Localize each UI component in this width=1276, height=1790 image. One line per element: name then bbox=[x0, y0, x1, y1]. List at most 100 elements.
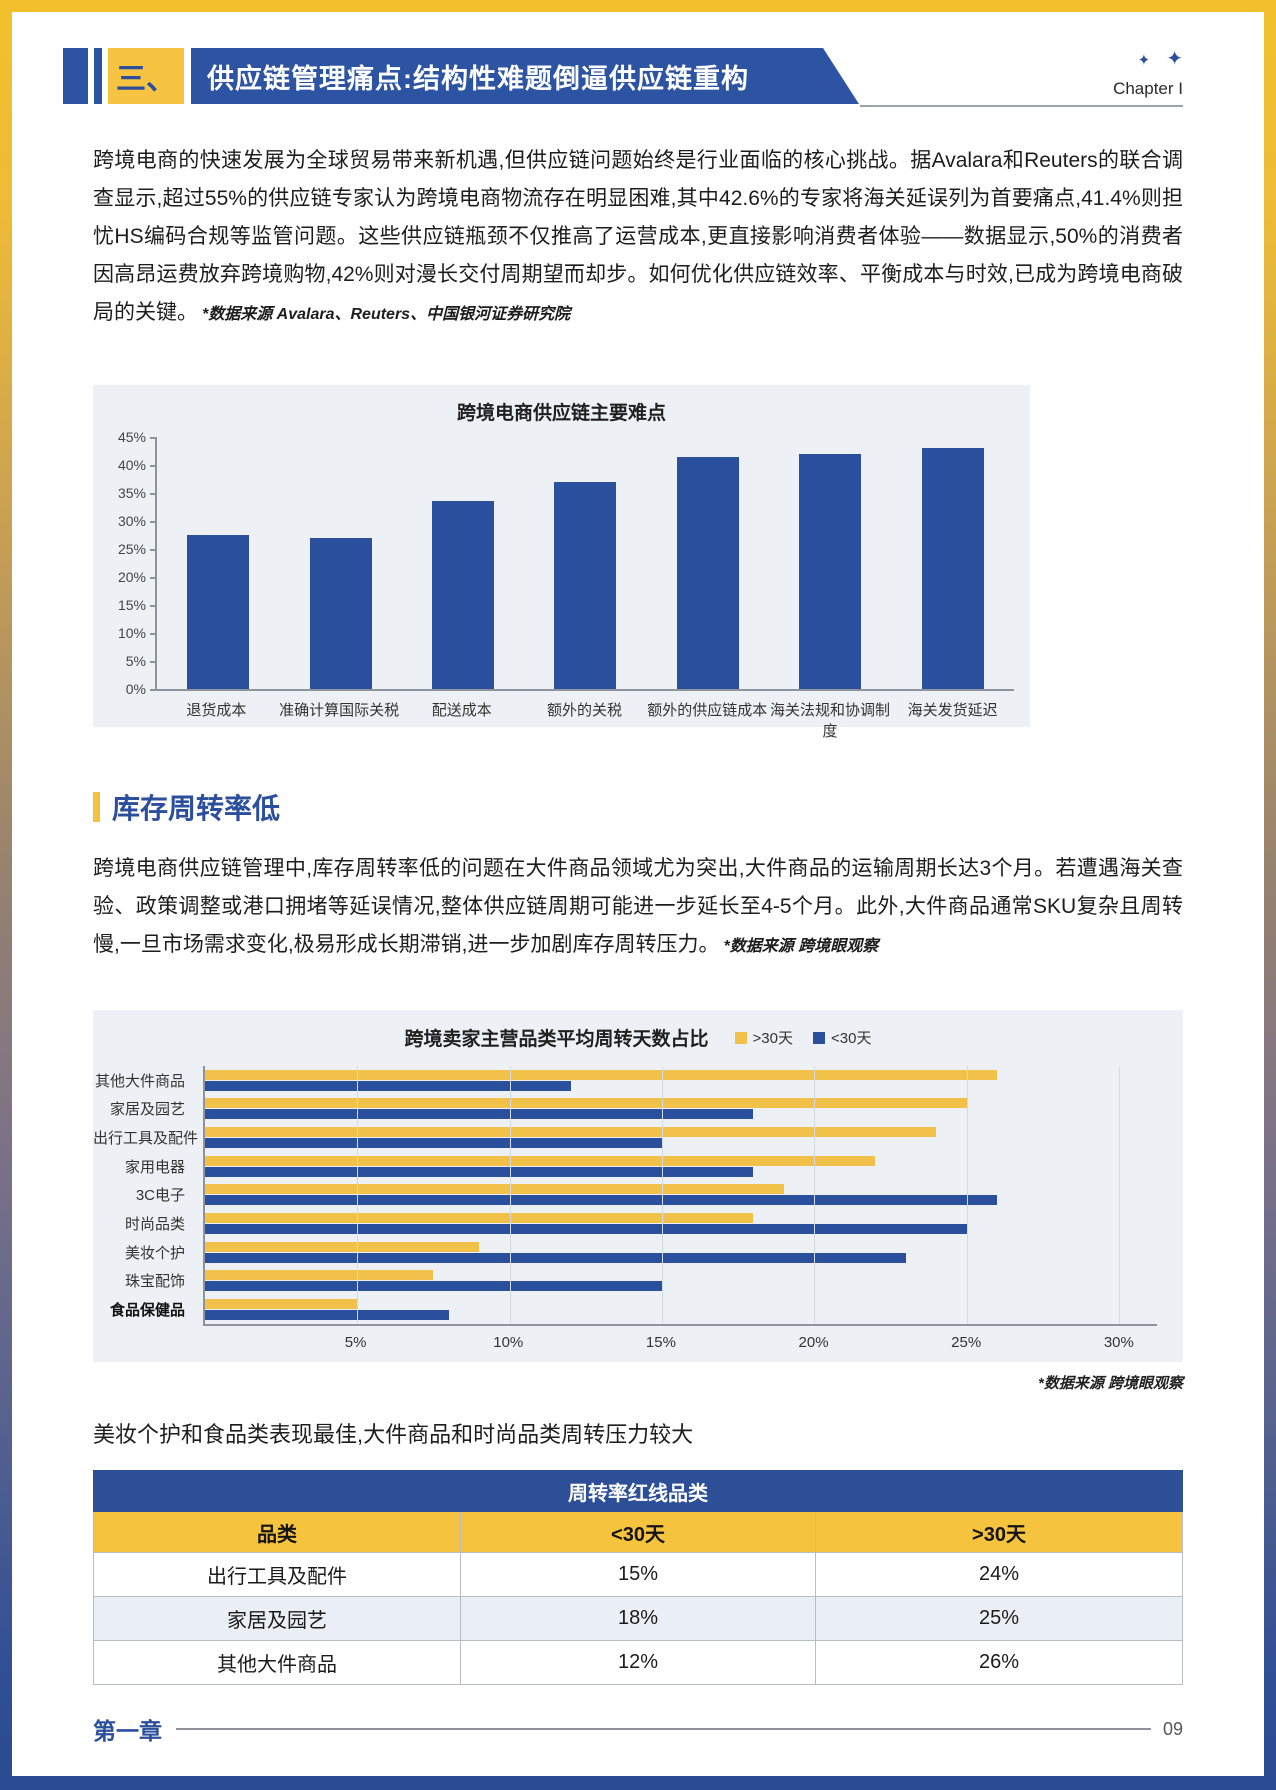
chart2-category-label: 珠宝配饰 bbox=[124, 1273, 185, 1291]
chart2-x-axis: 5% 10% 15% 20% 25% 30% bbox=[203, 1330, 1157, 1352]
chart2-gridline bbox=[661, 1066, 663, 1324]
section-heading-text: 库存周转率低 bbox=[112, 793, 281, 824]
chart1-bar bbox=[921, 448, 984, 689]
legend-item-gt30: >30天 bbox=[734, 1027, 793, 1048]
chart2-category-label: 其他大件商品 bbox=[94, 1072, 185, 1090]
chart2-bar-gt30 bbox=[205, 1155, 876, 1166]
chart1-x-label: 配送成本 bbox=[431, 702, 492, 719]
inventory-text: 跨境电商供应链管理中,库存周转率低的问题在大件商品领域尤为突出,大件商品的运输周… bbox=[93, 857, 1183, 956]
chart1-x-label: 准确计算国际关税 bbox=[279, 702, 400, 719]
chart1-y-axis: 45% 40% 35% 30% 25% 20% 15% 10% 5% 0% bbox=[109, 429, 155, 697]
chart2-bar-gt30 bbox=[205, 1270, 434, 1281]
chart2-x-tick-label: 5% bbox=[344, 1334, 367, 1351]
chart2-category-label: 家用电器 bbox=[124, 1158, 185, 1176]
chart1-y-tick-label: 35% bbox=[118, 485, 155, 501]
chart1-bar bbox=[554, 481, 617, 689]
chart1-x-label: 额外的供应链成本 bbox=[647, 702, 768, 719]
table-cell: 15% bbox=[459, 1552, 816, 1597]
page-header: 三、 供应链管理痛点:结构性难题倒逼供应链重构 bbox=[63, 48, 859, 104]
section-heading-inventory: 库存周转率低 bbox=[93, 787, 280, 827]
chart1-y-tick-label: 0% bbox=[126, 681, 155, 697]
table-header-cell: >30天 bbox=[814, 1512, 1184, 1553]
table-cell: 其他大件商品 bbox=[93, 1640, 461, 1685]
chart1-bar bbox=[309, 537, 372, 689]
chart2-bar-lt30 bbox=[205, 1109, 754, 1120]
chart2-panel: 跨境卖家主营品类平均周转天数占比 >30天 <30天 其他大件商品 家居及园艺 出行… bbox=[93, 1010, 1183, 1362]
chart2-x-tick-label: 20% bbox=[798, 1334, 829, 1351]
chart2-row bbox=[205, 1069, 1157, 1092]
chart2-category-label: 时尚品类 bbox=[124, 1216, 185, 1234]
section-heading-marker bbox=[93, 792, 100, 822]
chart1-panel: 跨境电商供应链主要难点 45% 40% 35% 30% 25% 20% 15% 10% 5% 0%… bbox=[93, 385, 1030, 740]
chart2-source-note: *数据来源 跨境眼观察 bbox=[1037, 1375, 1183, 1392]
chart2-row bbox=[205, 1155, 1157, 1178]
table-cell: 出行工具及配件 bbox=[93, 1552, 461, 1597]
chart1-y-tick-label: 5% bbox=[126, 653, 155, 669]
chart2-row bbox=[205, 1126, 1157, 1149]
chart2-category-label: 食品保健品 bbox=[109, 1302, 185, 1320]
chart1-x-label: 海关发货延迟 bbox=[907, 702, 998, 719]
chart2-x-tick-label: 30% bbox=[1103, 1334, 1134, 1351]
chart2-bar-lt30 bbox=[205, 1252, 906, 1263]
chart2-bar-gt30 bbox=[205, 1098, 967, 1109]
chart1-y-tick-label: 25% bbox=[118, 541, 155, 557]
chart1-bar bbox=[432, 501, 495, 689]
table-title: 周转率红线品类 bbox=[93, 1470, 1183, 1512]
table-row: 家居及园艺 18% 25% bbox=[93, 1596, 1184, 1641]
page-inner: 三、 供应链管理痛点:结构性难题倒逼供应链重构 ✦ ✦ Chapter I 跨境电… bbox=[12, 12, 1264, 1776]
chart2-x-tick-label: 10% bbox=[493, 1334, 524, 1351]
chart2-bar-gt30 bbox=[205, 1299, 358, 1310]
table-cell: 18% bbox=[459, 1596, 816, 1641]
header-block-bar bbox=[63, 48, 88, 104]
chart2-bar-lt30 bbox=[205, 1138, 662, 1149]
legend-label-gt30: >30天 bbox=[752, 1030, 793, 1047]
table-header-cell: <30天 bbox=[459, 1512, 816, 1553]
header-rule bbox=[860, 105, 1183, 107]
chart2-gridline bbox=[357, 1066, 359, 1324]
chart1-y-tick-label: 10% bbox=[118, 625, 155, 641]
chart2-category-label: 美妆个护 bbox=[124, 1244, 185, 1262]
header-section-number: 三、 bbox=[108, 48, 184, 104]
table-row: 出行工具及配件 15% 24% bbox=[93, 1552, 1184, 1597]
legend-swatch-gt30 bbox=[734, 1031, 747, 1044]
table-header-row: 品类 <30天 >30天 bbox=[93, 1512, 1184, 1553]
table-cell: 12% bbox=[459, 1640, 816, 1685]
chart1-bar bbox=[187, 535, 250, 689]
legend-item-lt30: <30天 bbox=[813, 1027, 871, 1048]
chart2-category-label: 3C电子 bbox=[135, 1187, 185, 1205]
chart2-bar-gt30 bbox=[205, 1213, 754, 1224]
table-header-cell: 品类 bbox=[93, 1512, 461, 1553]
chart1-y-tick-label: 45% bbox=[118, 429, 155, 445]
chart2-row bbox=[205, 1269, 1157, 1292]
footer-page-number: 09 bbox=[1162, 1718, 1183, 1739]
chart2-row bbox=[205, 1097, 1157, 1120]
chart2-rows bbox=[205, 1066, 1157, 1324]
chart1-y-tick-label: 40% bbox=[118, 457, 155, 473]
chart1-y-tick-label: 20% bbox=[118, 569, 155, 585]
chart2-row bbox=[205, 1298, 1157, 1321]
chart2-x-tick-label: 25% bbox=[951, 1334, 982, 1351]
chart2-bar-lt30 bbox=[205, 1166, 754, 1177]
table-grid: 品类 <30天 >30天 出行工具及配件 15% 24% 家居及园艺 18% 25% 其他大件商… bbox=[93, 1512, 1184, 1685]
chart1-y-tick-label: 30% bbox=[118, 513, 155, 529]
chart2-bar-lt30 bbox=[205, 1195, 998, 1206]
chart2-title: 跨境卖家主营品类平均周转天数占比 bbox=[404, 1029, 709, 1050]
legend-label-lt30: <30天 bbox=[831, 1030, 872, 1047]
chapter-label: Chapter I bbox=[1113, 79, 1183, 98]
chart1-x-label: 退货成本 bbox=[186, 702, 247, 719]
chart1-plot-wrap: 45% 40% 35% 30% 25% 20% 15% 10% 5% 0% 退货成本 准确计算国际关… bbox=[109, 429, 1014, 741]
chart2-row bbox=[205, 1212, 1157, 1235]
inventory-paragraph: 跨境电商供应链管理中,库存周转率低的问题在大件商品领域尤为突出,大件商品的运输周… bbox=[93, 850, 1183, 966]
page-footer: 第一章 09 bbox=[93, 1712, 1183, 1746]
table-cell: 家居及园艺 bbox=[93, 1596, 461, 1641]
table-row: 其他大件商品 12% 26% bbox=[93, 1640, 1184, 1685]
chart2-categories: 其他大件商品 家居及园艺 出行工具及配件 家用电器 3C电子 时尚品类 美妆个护 珠宝配饰 食品… bbox=[93, 1066, 198, 1324]
chart1-bar bbox=[799, 453, 862, 689]
chart2-legend: >30天 <30天 bbox=[734, 1027, 871, 1048]
chart2-row bbox=[205, 1183, 1157, 1206]
sparkle-icons: ✦ ✦ bbox=[1113, 46, 1183, 71]
legend-swatch-lt30 bbox=[813, 1031, 825, 1044]
header-accent-bar bbox=[94, 48, 102, 104]
footer-chapter-label: 第一章 bbox=[93, 1718, 162, 1744]
